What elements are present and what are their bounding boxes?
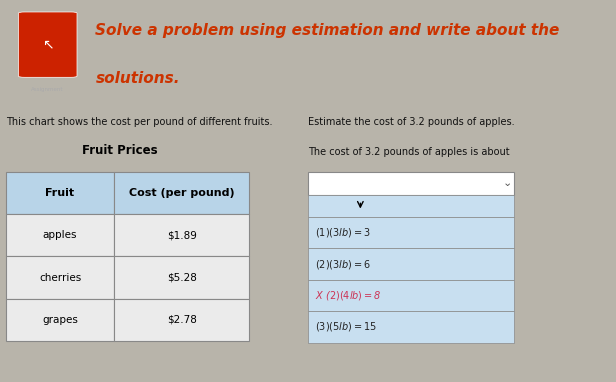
Bar [114,172,249,214]
Bar [6,172,114,214]
Text: Assignment: Assignment [31,87,63,92]
Text: The cost of 3.2 pounds of apples is about: The cost of 3.2 pounds of apples is abou… [308,147,509,157]
Bar [308,248,514,280]
Bar [6,214,114,256]
Bar [308,217,514,248]
Bar [308,195,514,217]
Bar [308,280,514,311]
Text: ($2)(3 lb) = $6: ($2)(3 lb) = $6 [315,257,371,270]
Text: $5.28: $5.28 [167,272,197,283]
Text: Solve a problem using estimation and write about the: Solve a problem using estimation and wri… [95,23,560,38]
Text: solutions.: solutions. [95,71,180,86]
Bar [114,256,249,299]
FancyBboxPatch shape [18,12,77,77]
Text: ($3)(5 lb) = $15: ($3)(5 lb) = $15 [315,320,378,333]
Text: ⌄: ⌄ [502,178,512,188]
Text: Estimate the cost of 3.2 pounds of apples.: Estimate the cost of 3.2 pounds of apple… [308,117,514,127]
Text: ($1)(3 lb) = $3: ($1)(3 lb) = $3 [315,226,371,239]
Bar [114,299,249,341]
Text: $1.89: $1.89 [167,230,197,240]
Text: ↖: ↖ [42,38,53,52]
Bar [6,256,114,299]
Text: cherries: cherries [39,272,81,283]
Text: $2.78: $2.78 [167,315,197,325]
Text: apples: apples [43,230,78,240]
Bar [114,214,249,256]
Bar [6,299,114,341]
Bar [308,311,514,343]
Text: This chart shows the cost per pound of different fruits.: This chart shows the cost per pound of d… [6,117,273,127]
Text: X ($2)(4 lb) = $8: X ($2)(4 lb) = $8 [315,289,382,302]
Text: Fruit: Fruit [46,188,75,198]
Text: Fruit Prices: Fruit Prices [83,144,158,157]
Text: grapes: grapes [42,315,78,325]
Bar [308,172,514,195]
Text: Cost (per pound): Cost (per pound) [129,188,235,198]
